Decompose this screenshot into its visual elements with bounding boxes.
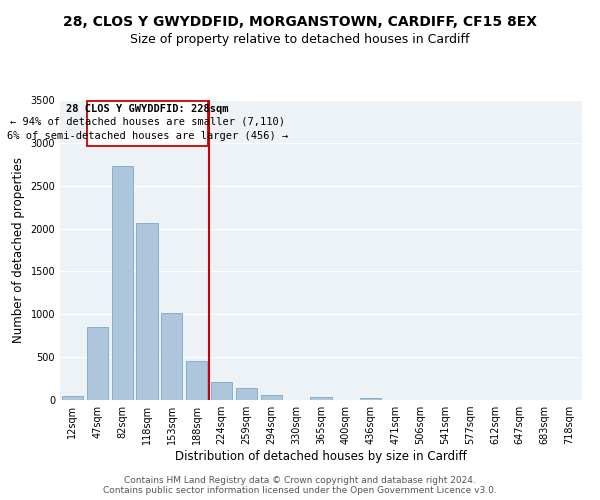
Text: 28, CLOS Y GWYDDFID, MORGANSTOWN, CARDIFF, CF15 8EX: 28, CLOS Y GWYDDFID, MORGANSTOWN, CARDIF…	[63, 15, 537, 29]
Bar	[161, 314, 182, 400]
Text: Contains HM Land Registry data © Crown copyright and database right 2024.: Contains HM Land Registry data © Crown c…	[124, 476, 476, 485]
Bar	[186, 360, 207, 400]
Text: 6% of semi-detached houses are larger (456) →: 6% of semi-detached houses are larger (4…	[7, 131, 288, 141]
Text: ← 94% of detached houses are smaller (7,110): ← 94% of detached houses are smaller (7,…	[10, 116, 285, 126]
Bar	[236, 388, 257, 400]
Text: Size of property relative to detached houses in Cardiff: Size of property relative to detached ho…	[130, 32, 470, 46]
Bar	[261, 396, 282, 400]
Text: Contains public sector information licensed under the Open Government Licence v3: Contains public sector information licen…	[103, 486, 497, 495]
Bar	[87, 327, 108, 400]
Bar	[112, 166, 133, 400]
X-axis label: Distribution of detached houses by size in Cardiff: Distribution of detached houses by size …	[175, 450, 467, 463]
Bar	[62, 396, 83, 400]
Bar	[360, 398, 381, 400]
Y-axis label: Number of detached properties: Number of detached properties	[12, 157, 25, 343]
Bar	[211, 382, 232, 400]
Text: 28 CLOS Y GWYDDFID: 228sqm: 28 CLOS Y GWYDDFID: 228sqm	[67, 104, 229, 115]
FancyBboxPatch shape	[88, 101, 208, 146]
Bar	[136, 222, 158, 400]
Bar	[310, 398, 332, 400]
